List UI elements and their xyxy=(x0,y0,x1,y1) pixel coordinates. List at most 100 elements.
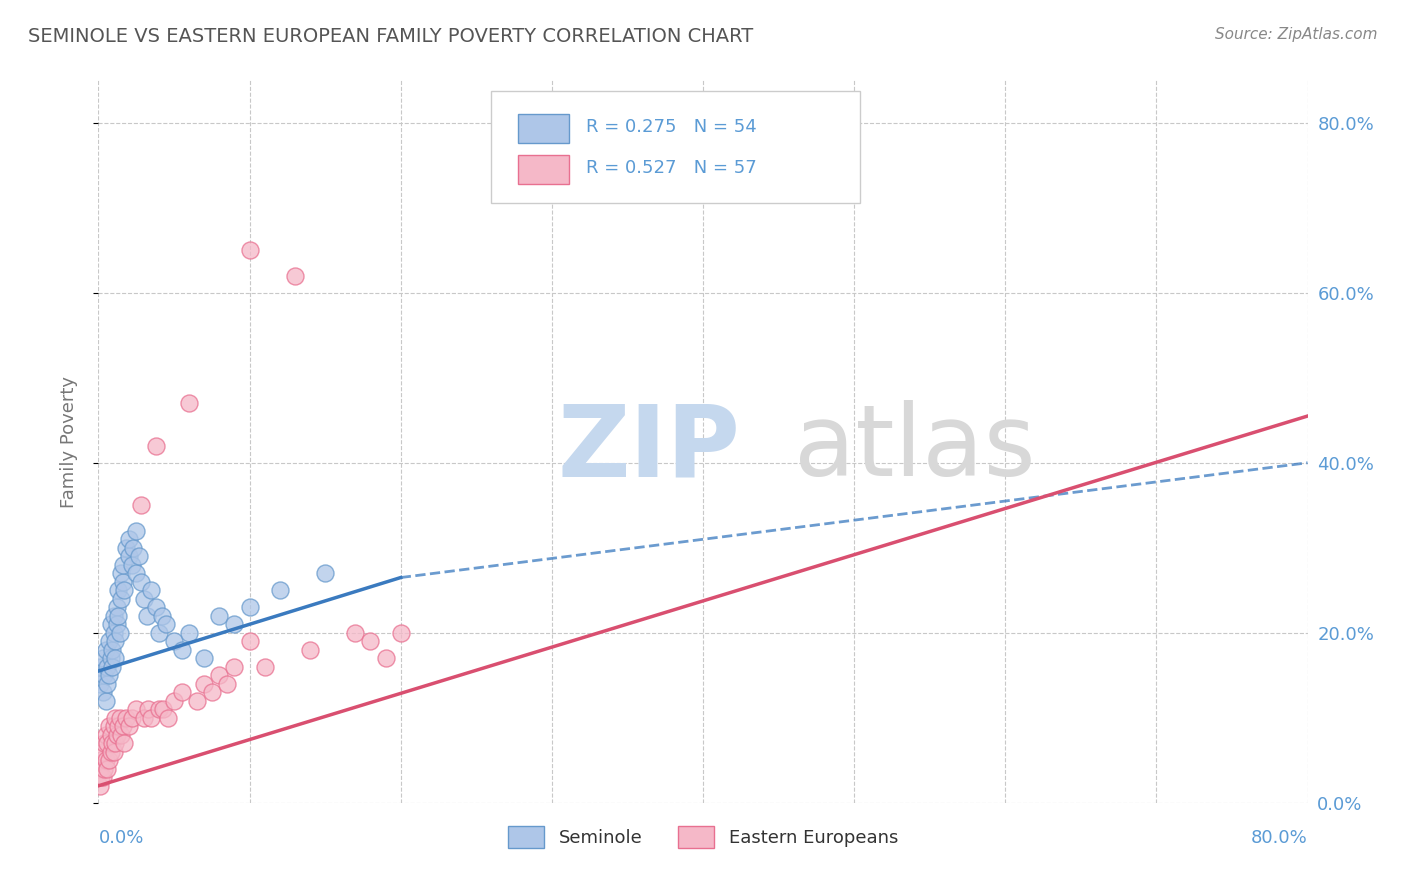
Point xyxy=(107,719,129,733)
FancyBboxPatch shape xyxy=(517,114,569,143)
Text: 0.0%: 0.0% xyxy=(98,829,143,847)
Point xyxy=(145,600,167,615)
Point xyxy=(94,694,117,708)
Point xyxy=(100,728,122,742)
Point xyxy=(128,549,150,564)
Point xyxy=(103,608,125,623)
Point xyxy=(105,600,128,615)
Point xyxy=(193,651,215,665)
Point xyxy=(156,711,179,725)
Point xyxy=(94,642,117,657)
Point xyxy=(179,396,201,410)
Point xyxy=(125,566,148,581)
Point xyxy=(91,770,114,784)
Point xyxy=(125,524,148,538)
Point xyxy=(110,728,132,742)
Point xyxy=(121,711,143,725)
Point xyxy=(163,634,186,648)
Point xyxy=(118,549,141,564)
Point xyxy=(104,634,127,648)
Point xyxy=(93,762,115,776)
Point xyxy=(179,625,201,640)
Point xyxy=(122,541,145,555)
Point xyxy=(374,651,396,665)
Point xyxy=(104,736,127,750)
Point xyxy=(98,668,121,682)
Point xyxy=(118,719,141,733)
Point xyxy=(111,574,134,589)
Point xyxy=(360,634,382,648)
Point xyxy=(239,600,262,615)
Point xyxy=(90,660,112,674)
Point xyxy=(107,583,129,598)
Point xyxy=(111,719,134,733)
Point xyxy=(299,642,322,657)
Point xyxy=(108,625,131,640)
Point xyxy=(186,694,208,708)
FancyBboxPatch shape xyxy=(492,91,860,203)
Point xyxy=(89,779,111,793)
Point xyxy=(91,685,114,699)
Point xyxy=(136,702,159,716)
Point xyxy=(132,591,155,606)
Point xyxy=(89,762,111,776)
Y-axis label: Family Poverty: Family Poverty xyxy=(59,376,77,508)
Point xyxy=(96,677,118,691)
Text: R = 0.275   N = 54: R = 0.275 N = 54 xyxy=(586,119,756,136)
Point xyxy=(118,533,141,547)
Point xyxy=(132,711,155,725)
Point xyxy=(110,566,132,581)
Point xyxy=(148,702,170,716)
Point xyxy=(224,660,246,674)
Text: R = 0.527   N = 57: R = 0.527 N = 57 xyxy=(586,159,756,177)
Point xyxy=(125,702,148,716)
Point xyxy=(101,642,124,657)
Point xyxy=(90,770,112,784)
Point xyxy=(107,608,129,623)
Text: SEMINOLE VS EASTERN EUROPEAN FAMILY POVERTY CORRELATION CHART: SEMINOLE VS EASTERN EUROPEAN FAMILY POVE… xyxy=(28,27,754,45)
Point xyxy=(239,634,262,648)
Point xyxy=(96,762,118,776)
Point xyxy=(105,728,128,742)
Point xyxy=(103,625,125,640)
Point xyxy=(163,694,186,708)
Point xyxy=(103,745,125,759)
Point xyxy=(239,244,262,258)
Point xyxy=(111,558,134,572)
Text: Source: ZipAtlas.com: Source: ZipAtlas.com xyxy=(1215,27,1378,42)
Point xyxy=(145,439,167,453)
Point xyxy=(129,574,152,589)
Point xyxy=(104,711,127,725)
Point xyxy=(112,736,135,750)
Point xyxy=(101,736,124,750)
Point xyxy=(141,711,163,725)
Point xyxy=(101,660,124,674)
Point xyxy=(224,617,246,632)
Point xyxy=(152,702,174,716)
Point xyxy=(344,625,367,640)
Point xyxy=(100,617,122,632)
Point xyxy=(155,617,177,632)
Point xyxy=(284,268,307,283)
Legend: Seminole, Eastern Europeans: Seminole, Eastern Europeans xyxy=(501,819,905,855)
Point xyxy=(89,677,111,691)
Point xyxy=(253,660,276,674)
Point xyxy=(170,642,193,657)
Point xyxy=(110,591,132,606)
Point xyxy=(96,736,118,750)
Point xyxy=(91,651,114,665)
Point xyxy=(314,566,336,581)
Point xyxy=(170,685,193,699)
Text: ZIP: ZIP xyxy=(558,401,741,497)
Point xyxy=(114,541,136,555)
Point xyxy=(112,583,135,598)
Point xyxy=(98,719,121,733)
Point xyxy=(108,711,131,725)
Point xyxy=(141,583,163,598)
Point xyxy=(104,651,127,665)
Text: atlas: atlas xyxy=(793,401,1035,497)
Point xyxy=(148,625,170,640)
Point xyxy=(98,753,121,767)
Point xyxy=(208,608,231,623)
Point xyxy=(150,608,173,623)
